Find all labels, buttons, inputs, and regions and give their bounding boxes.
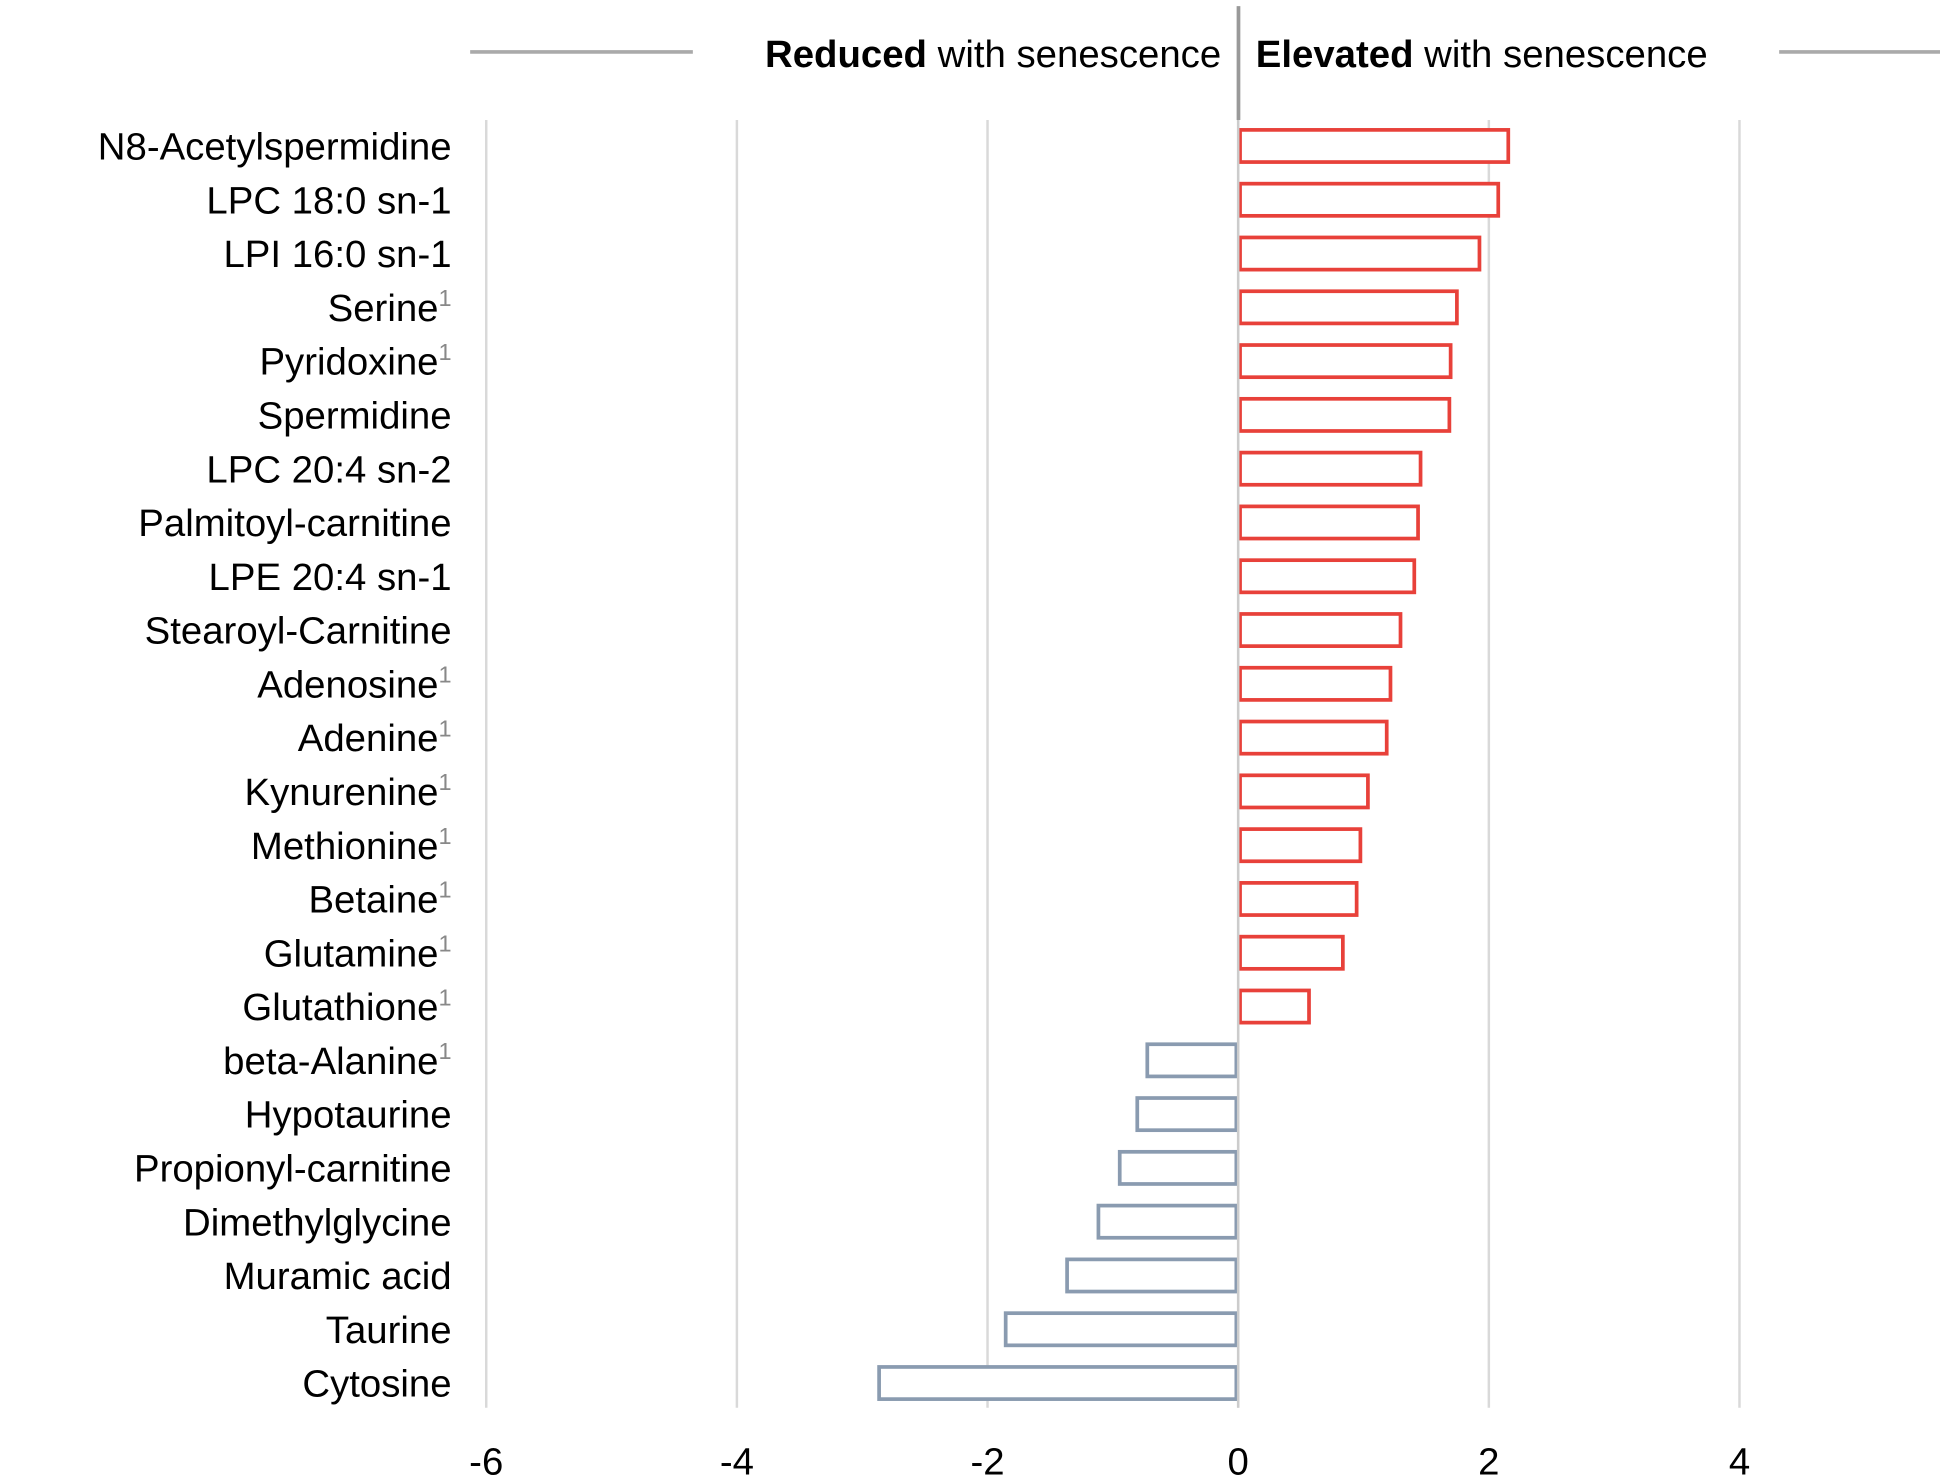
- bar: [1238, 235, 1482, 272]
- y-tick-label: Methionine1: [251, 823, 452, 868]
- header-left: Reduced with senescence: [765, 33, 1221, 76]
- bar: [1238, 504, 1420, 541]
- y-tick-label: beta-Alanine1: [223, 1038, 451, 1083]
- category-name: Propionyl-carnitine: [134, 1148, 452, 1191]
- bar: [1238, 665, 1393, 702]
- header-right: Elevated with senescence: [1256, 33, 1708, 76]
- footnote-marker: 1: [439, 984, 452, 1010]
- footnote-marker: 1: [439, 339, 452, 365]
- y-tick-label: LPC 18:0 sn-1: [206, 179, 451, 222]
- footnote-marker: 1: [439, 715, 452, 741]
- footnote-marker: 1: [439, 1038, 452, 1064]
- category-name: Glutamine: [264, 932, 439, 975]
- bar: [877, 1365, 1239, 1401]
- category-name: Palmitoyl-carnitine: [138, 502, 451, 545]
- category-name: Glutathione: [242, 986, 438, 1029]
- bar: [1238, 128, 1511, 164]
- category-name: Serine: [328, 287, 439, 330]
- bar: [1117, 1149, 1239, 1186]
- category-name: Adenosine: [257, 663, 438, 706]
- y-tick-label: Pyridoxine1: [259, 339, 451, 384]
- bar: [1238, 988, 1311, 1025]
- category-name: N8-Acetylspermidine: [98, 126, 452, 169]
- y-tick-label: Muramic acid: [224, 1255, 452, 1298]
- bar: [1238, 450, 1423, 487]
- footnote-marker: 1: [439, 769, 452, 795]
- category-name: Betaine: [308, 879, 438, 922]
- y-tick-label: LPI 16:0 sn-1: [223, 233, 451, 276]
- header-bold: Elevated: [1256, 33, 1414, 76]
- category-name: Hypotaurine: [245, 1094, 452, 1137]
- y-tick-label: Spermidine: [258, 395, 452, 438]
- y-tick-label: Cytosine: [302, 1363, 451, 1406]
- y-tick-label: Adenosine1: [257, 662, 451, 707]
- category-name: Stearoyl-Carnitine: [145, 610, 452, 653]
- bar: [1096, 1203, 1239, 1240]
- bar: [1238, 612, 1403, 648]
- category-name: Spermidine: [258, 395, 452, 438]
- y-tick-label: LPE 20:4 sn-1: [209, 556, 452, 599]
- header-rest: with senescence: [1423, 33, 1708, 76]
- y-tick-label: Adenine1: [298, 715, 452, 760]
- y-tick-label: N8-Acetylspermidine: [98, 126, 452, 169]
- bar: [1238, 289, 1459, 326]
- category-name: LPC 18:0 sn-1: [206, 179, 451, 222]
- category-name: Taurine: [326, 1309, 452, 1352]
- x-tick-label: -2: [970, 1441, 1004, 1482]
- footnote-marker: 1: [439, 285, 452, 311]
- x-tick-label: -4: [720, 1441, 754, 1482]
- y-tick-label: Propionyl-carnitine: [134, 1148, 452, 1191]
- bar: [1238, 181, 1501, 218]
- y-tick-label: Glutathione1: [242, 984, 451, 1029]
- bar: [1003, 1311, 1239, 1348]
- category-name: beta-Alanine: [223, 1040, 438, 1083]
- y-tick-label: Hypotaurine: [245, 1094, 452, 1137]
- bar: [1238, 719, 1389, 756]
- bar: [1238, 343, 1453, 380]
- y-tick-label: Serine1: [328, 285, 452, 330]
- footnote-marker: 1: [439, 877, 452, 903]
- y-tick-label: LPC 20:4 sn-2: [206, 448, 451, 491]
- y-tick-label: Taurine: [326, 1309, 452, 1352]
- header-rest: with senescence: [937, 33, 1222, 76]
- header-bold: Reduced: [765, 33, 927, 76]
- bar: [1238, 396, 1452, 433]
- bar: [1238, 773, 1370, 810]
- category-name: Dimethylglycine: [183, 1201, 452, 1244]
- y-tick-label: Betaine1: [308, 877, 451, 922]
- y-tick-label: Dimethylglycine: [183, 1201, 452, 1244]
- category-name: Kynurenine: [245, 771, 439, 814]
- category-name: Pyridoxine: [259, 341, 438, 384]
- y-tick-label: Kynurenine1: [245, 769, 452, 814]
- footnote-marker: 1: [439, 662, 452, 688]
- x-tick-label: 2: [1478, 1441, 1499, 1482]
- category-name: Adenine: [298, 717, 439, 760]
- category-name: LPC 20:4 sn-2: [206, 448, 451, 491]
- category-name: Muramic acid: [224, 1255, 452, 1298]
- y-tick-label: Glutamine1: [264, 931, 452, 976]
- bar: [1065, 1257, 1239, 1294]
- bar: [1135, 1096, 1239, 1133]
- category-name: Cytosine: [302, 1363, 451, 1406]
- bar: [1238, 558, 1417, 595]
- bar: [1238, 881, 1359, 917]
- x-tick-label: 0: [1228, 1441, 1249, 1482]
- y-tick-label: Palmitoyl-carnitine: [138, 502, 451, 545]
- x-tick-label: -6: [469, 1441, 503, 1482]
- footnote-marker: 1: [439, 931, 452, 957]
- category-name: Methionine: [251, 825, 439, 868]
- category-name: LPI 16:0 sn-1: [223, 233, 451, 276]
- category-name: LPE 20:4 sn-1: [209, 556, 452, 599]
- bar: [1238, 827, 1363, 864]
- footnote-marker: 1: [439, 823, 452, 849]
- bar: [1145, 1042, 1239, 1079]
- bar: [1238, 934, 1345, 971]
- x-tick-label: 4: [1729, 1441, 1750, 1482]
- y-tick-label: Stearoyl-Carnitine: [145, 610, 452, 653]
